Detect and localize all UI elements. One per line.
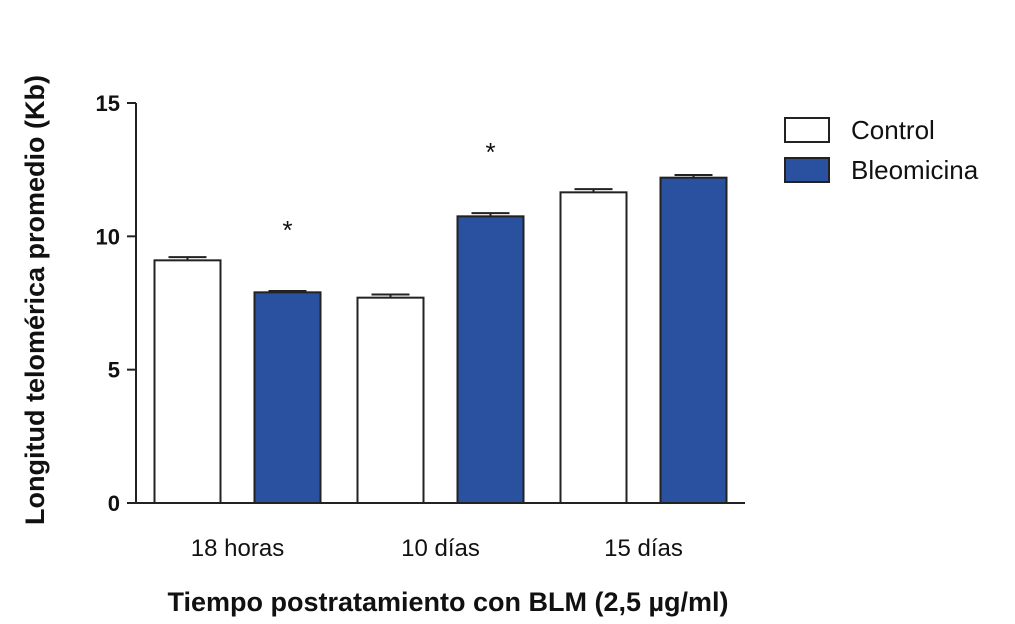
x-tick-label: 18 horas xyxy=(191,535,284,562)
significance-marker: * xyxy=(485,137,495,167)
bar xyxy=(153,259,222,505)
legend: Control Bleomicina xyxy=(784,115,979,185)
legend-swatch xyxy=(784,157,830,183)
y-axis-title: Longitud telomérica promedio (Kb) xyxy=(20,75,50,525)
y-tick-label: 15 xyxy=(96,91,120,116)
bar xyxy=(659,176,728,505)
y-tick-label: 10 xyxy=(96,224,120,249)
bar xyxy=(356,296,425,504)
bars: ** xyxy=(153,137,728,505)
legend-swatch xyxy=(784,117,830,143)
x-tick-label: 10 días xyxy=(401,535,480,562)
significance-marker: * xyxy=(282,215,292,245)
legend-label: Bleomicina xyxy=(851,155,979,185)
x-tick-label: 15 días xyxy=(604,535,683,562)
legend-label: Control xyxy=(851,115,935,145)
x-axis-title: Tiempo postratamiento con BLM (2,5 µg/ml… xyxy=(167,587,728,617)
axes: 0 5 10 15 18 horas 10 días 15 días xyxy=(96,91,745,562)
y-tick-label: 0 xyxy=(108,491,120,516)
bar xyxy=(559,191,628,504)
bar xyxy=(456,215,525,504)
y-tick-label: 5 xyxy=(108,358,120,383)
bar xyxy=(253,291,322,505)
